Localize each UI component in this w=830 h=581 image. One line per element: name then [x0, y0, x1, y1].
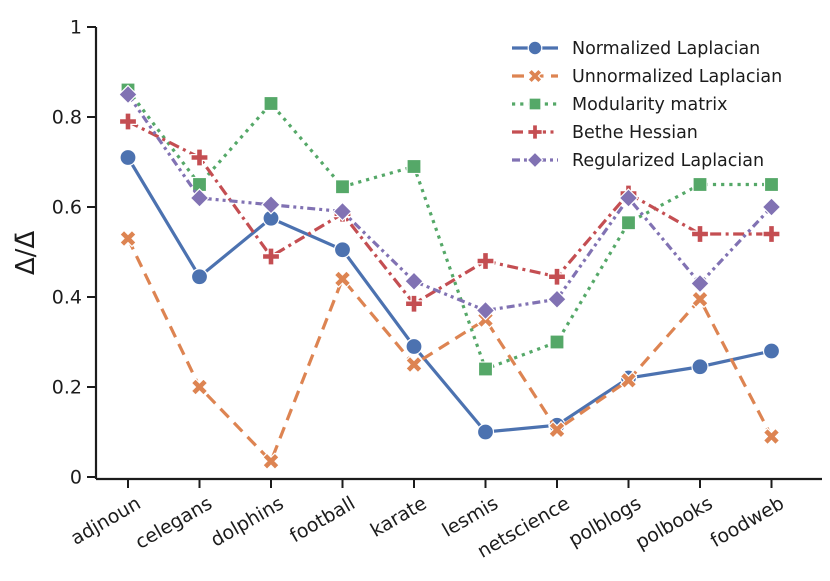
- square-marker: [477, 361, 494, 377]
- legend-label: Modularity matrix: [572, 95, 727, 115]
- x-tick-label: polblogs: [565, 492, 645, 551]
- legend-entry-regularized-laplacian: Regularized Laplacian: [512, 151, 764, 171]
- circle-marker: [405, 337, 423, 356]
- legend: Normalized Laplacian Unnormalized Laplaci…: [512, 39, 782, 171]
- x-tick-label: football: [286, 492, 359, 547]
- x-marker: [691, 290, 709, 309]
- square-marker: [334, 179, 351, 195]
- circle-marker: [333, 241, 352, 259]
- diamond-marker: [618, 188, 639, 208]
- plus-marker: [118, 112, 138, 131]
- square-marker: [692, 176, 708, 193]
- series-line-modularity-matrix: [126, 89, 772, 372]
- x-tick-label: celegans: [132, 492, 216, 553]
- legend-entry-bethe-hessian: Bethe Hessian: [512, 123, 698, 143]
- square-marker: [528, 97, 542, 111]
- square-marker: [763, 176, 780, 193]
- circle-marker: [190, 268, 209, 286]
- plus-marker: [762, 224, 781, 244]
- y-tick-label: 0.8: [52, 107, 82, 129]
- y-tick-label: 0.6: [52, 197, 82, 219]
- circle-marker: [527, 40, 543, 56]
- series-normalized-laplacian: [119, 148, 781, 441]
- y-tick-label: 0.2: [52, 377, 82, 399]
- diamond-marker: [761, 197, 782, 217]
- plus-marker: [547, 267, 567, 286]
- series-line-unnormalized-laplacian: [126, 237, 773, 465]
- y-tick-label: 1: [70, 17, 82, 39]
- plus-marker: [527, 124, 543, 140]
- legend-entry-unnormalized-laplacian: Unnormalized Laplacian: [512, 67, 782, 87]
- plus-marker: [476, 251, 495, 271]
- diamond-marker: [332, 201, 353, 222]
- x-tick-label: karate: [367, 492, 431, 542]
- diamond-marker: [261, 194, 281, 215]
- series-line-regularized-laplacian: [126, 93, 773, 313]
- diamond-marker: [547, 289, 567, 310]
- plus-marker: [190, 148, 209, 167]
- x-marker: [527, 68, 543, 84]
- x-marker: [333, 270, 352, 288]
- legend-label: Unnormalized Laplacian: [572, 67, 782, 87]
- x-marker: [405, 355, 423, 374]
- x-marker: [619, 371, 638, 390]
- legend-label: Bethe Hessian: [572, 123, 698, 143]
- plus-marker: [690, 224, 710, 244]
- x-tick-label: foodweb: [707, 492, 788, 552]
- diamond-marker: [118, 84, 138, 105]
- diamond-marker: [404, 271, 424, 292]
- square-marker: [263, 95, 279, 112]
- square-marker: [549, 334, 565, 350]
- series-line-bethe-hessian: [127, 120, 772, 306]
- series-regularized-laplacian: [118, 84, 782, 321]
- circle-marker: [119, 148, 137, 167]
- x-marker: [762, 427, 781, 446]
- series-unnormalized-laplacian: [119, 229, 781, 471]
- square-marker: [406, 158, 422, 175]
- circle-marker: [476, 423, 495, 441]
- x-marker: [190, 378, 209, 396]
- x-tick-label: adjnoun: [67, 492, 144, 549]
- legend-label: Normalized Laplacian: [572, 39, 760, 59]
- x-marker: [119, 229, 137, 248]
- y-tick-label: 0: [70, 467, 82, 489]
- legend-entry-modularity-matrix: Modularity matrix: [512, 95, 727, 115]
- series-line-normalized-laplacian: [126, 156, 772, 434]
- square-marker: [620, 215, 637, 231]
- diamond-marker: [690, 273, 710, 294]
- legend-entry-normalized-laplacian: Normalized Laplacian: [512, 39, 760, 59]
- diamond-marker: [189, 188, 210, 208]
- x-tick-label: dolphins: [207, 492, 288, 551]
- circle-marker: [691, 358, 709, 376]
- x-marker: [262, 452, 280, 471]
- plus-marker: [261, 247, 281, 266]
- y-axis-ticks: 0 0.2 0.4 0.6 0.8 1: [52, 17, 96, 489]
- diamond-marker: [526, 151, 544, 169]
- series-lines: [118, 82, 782, 471]
- plus-marker: [404, 294, 424, 313]
- y-tick-label: 0.4: [52, 287, 82, 309]
- legend-label: Regularized Laplacian: [572, 151, 764, 171]
- circle-marker: [762, 342, 781, 360]
- y-axis-label: Δ/Δ̄: [11, 231, 41, 276]
- diamond-marker: [475, 300, 496, 321]
- x-marker: [548, 420, 566, 439]
- x-tick-label: polbooks: [632, 492, 717, 554]
